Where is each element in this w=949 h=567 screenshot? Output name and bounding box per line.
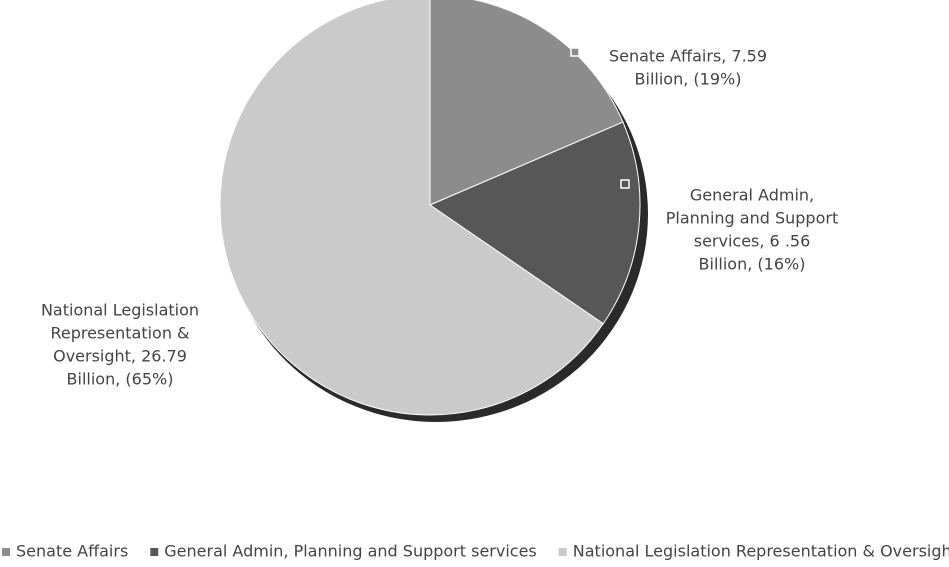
legend-label: Senate Affairs (16, 542, 128, 561)
pie-slice (429, 0, 624, 206)
data-label: Senate Affairs, 7.59 Billion, (19%) (609, 46, 767, 88)
pie-slice (219, 0, 604, 416)
pie-slice (428, 121, 641, 325)
data-label: General Admin, Planning and Support servic… (666, 185, 838, 273)
legend-label: General Admin, Planning and Support serv… (164, 542, 536, 561)
legend-label: National Legislation Representation & Ov… (573, 542, 949, 561)
data-label: National Legislation Representation & Over… (41, 300, 199, 388)
legend-swatch (2, 548, 10, 556)
legend-swatch (558, 548, 567, 556)
label-marker (620, 179, 630, 189)
legend: Senate Affairs General Admin, Planning an… (2, 542, 949, 561)
label-marker (570, 47, 580, 57)
legend-swatch (150, 548, 159, 556)
